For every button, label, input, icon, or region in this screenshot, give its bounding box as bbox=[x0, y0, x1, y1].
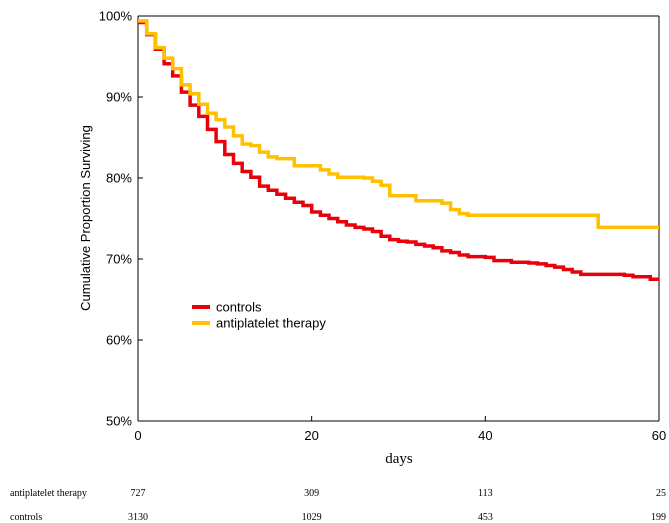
risk-values: 727 309 113 25 3130 1029 453 199 bbox=[128, 488, 666, 523]
number-at-risk-table: antiplatelet therapy controls 727 309 113 2… bbox=[10, 488, 666, 523]
legend-label-controls: controls bbox=[216, 300, 262, 315]
risk-row-label-antiplatelet: antiplatelet therapy bbox=[10, 488, 87, 499]
y-tick-label: 80% bbox=[106, 171, 132, 186]
y-tick-label: 100% bbox=[99, 9, 133, 24]
legend: controls antiplatelet therapy bbox=[192, 300, 326, 331]
y-tick-label: 60% bbox=[106, 333, 132, 348]
x-axis-title: days bbox=[385, 451, 413, 467]
risk-value: 199 bbox=[651, 512, 666, 523]
y-axis-ticks: 50% 60% 70% 80% 90% 100% bbox=[99, 9, 143, 429]
series-lines bbox=[138, 19, 659, 282]
x-tick-label: 60 bbox=[652, 428, 666, 443]
series-line-antiplatelet-therapy bbox=[138, 19, 659, 230]
risk-value: 1029 bbox=[302, 512, 322, 523]
y-tick-label: 70% bbox=[106, 252, 132, 267]
risk-value: 113 bbox=[478, 488, 493, 499]
x-tick-label: 20 bbox=[304, 428, 318, 443]
risk-row-label-controls: controls bbox=[10, 512, 42, 523]
risk-value: 727 bbox=[131, 488, 146, 499]
series-line-controls bbox=[138, 20, 659, 282]
y-tick-label: 90% bbox=[106, 90, 132, 105]
x-tick-label: 0 bbox=[134, 428, 141, 443]
risk-value: 453 bbox=[478, 512, 493, 523]
risk-value: 309 bbox=[304, 488, 319, 499]
y-axis-title: Cumulative Proportion Surviving bbox=[78, 125, 93, 311]
risk-value: 3130 bbox=[128, 512, 148, 523]
y-tick-label: 50% bbox=[106, 414, 132, 429]
risk-value: 25 bbox=[656, 488, 666, 499]
legend-label-antiplatelet: antiplatelet therapy bbox=[216, 316, 326, 331]
x-axis-ticks: 0 20 40 60 bbox=[134, 416, 666, 443]
x-tick-label: 40 bbox=[478, 428, 492, 443]
